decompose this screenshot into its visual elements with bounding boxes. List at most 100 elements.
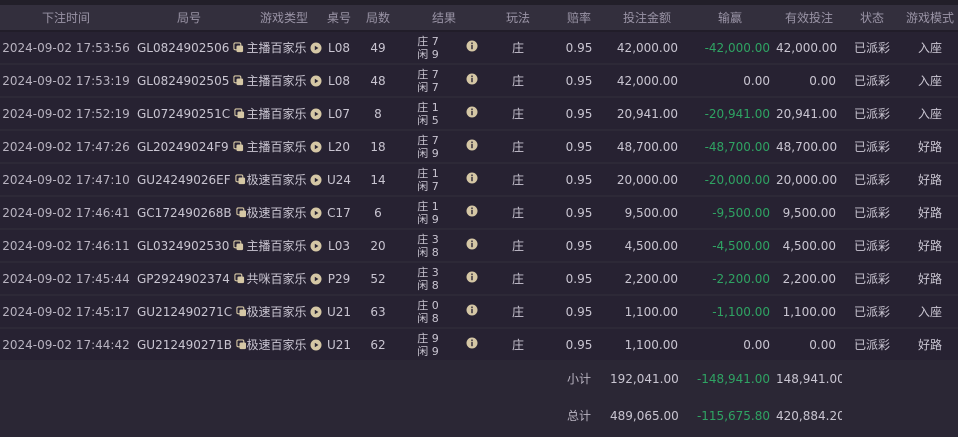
game-type: 极速百家乐 [246,338,307,352]
info-icon[interactable] [466,205,478,217]
game-type-cell: 共咪百家乐 [246,270,322,287]
copy-icon[interactable] [232,141,244,152]
header-odds: 赔率 [566,11,591,25]
table-row: 2024-09-02 17:46:11 GL0324902530 主播百家乐 L… [0,230,958,261]
play-icon[interactable] [310,339,322,351]
info-icon[interactable] [466,106,478,118]
game-mode: 好路 [917,206,942,220]
result-info-cell [456,73,488,88]
result: 庄 0 闲 8 [400,299,456,325]
info-icon[interactable] [466,40,478,52]
play-icon[interactable] [310,42,322,54]
table-row: 2024-09-02 17:52:19 GL072490251C 主播百家乐 L… [0,98,958,129]
copy-icon[interactable] [233,42,244,53]
game-id-cell: GU212490271C [132,305,246,319]
play-icon[interactable] [310,141,322,153]
bet-amount: 9,500.00 [624,205,678,220]
table-no: L08 [328,40,350,55]
round-no: 18 [370,139,386,154]
game-type-cell: 主播百家乐 [246,105,322,122]
copy-icon[interactable] [235,174,246,185]
game-type-cell: 主播百家乐 [246,237,322,254]
info-icon[interactable] [466,139,478,151]
bet-time: 2024-09-02 17:53:19 [2,73,130,88]
round-no: 48 [370,73,386,88]
top-strip [0,0,958,5]
play-icon[interactable] [310,108,322,120]
odds: 0.95 [565,40,593,55]
game-type-cell: 主播百家乐 [246,72,322,89]
play-icon[interactable] [310,174,322,186]
status: 已派彩 [853,305,890,319]
round-no: 62 [370,337,386,352]
game-type: 主播百家乐 [246,107,307,121]
info-icon[interactable] [466,271,478,283]
bet-amount: 20,941.00 [616,106,678,121]
win-loss: -48,700.00 [704,139,770,154]
copy-icon[interactable] [236,339,246,350]
copy-icon[interactable] [233,75,244,86]
info-icon[interactable] [466,337,478,349]
table-no: L20 [328,139,350,154]
copy-icon[interactable] [234,273,245,284]
odds: 0.95 [565,106,593,121]
info-icon[interactable] [466,238,478,250]
game-mode: 好路 [917,272,942,286]
result-player: 闲 9 [417,146,439,160]
result-info-cell [456,205,488,220]
play-icon[interactable] [310,306,322,318]
game-type: 极速百家乐 [246,305,307,319]
bet-amount: 1,100.00 [624,337,678,352]
odds: 0.95 [565,337,593,352]
status: 已派彩 [853,107,890,121]
result-player: 闲 9 [417,47,439,61]
copy-icon[interactable] [235,207,246,218]
header-game-type: 游戏类型 [259,11,308,25]
bet-time: 2024-09-02 17:47:26 [2,139,130,154]
game-mode: 好路 [917,338,942,352]
game-mode: 入座 [917,74,942,88]
subtotal-valid-bet: 148,941.00 [776,371,842,386]
copy-icon[interactable] [233,240,244,251]
valid-bet: 42,000.00 [776,40,838,55]
bet-time: 2024-09-02 17:47:10 [2,172,130,187]
copy-icon[interactable] [236,306,246,317]
header-play-type: 玩法 [505,11,530,25]
game-mode: 好路 [917,239,942,253]
info-icon[interactable] [466,172,478,184]
result: 庄 3 闲 8 [400,266,456,292]
table-no: U24 [326,172,352,187]
bet-time: 2024-09-02 17:46:11 [2,238,130,253]
play-type: 庄 [511,41,524,55]
play-icon[interactable] [310,240,322,252]
table-no: L07 [328,106,350,121]
info-icon[interactable] [466,73,478,85]
result-player: 闲 8 [417,278,439,292]
odds: 0.95 [565,172,593,187]
table-row: 2024-09-02 17:45:44 GP2924902374 共咪百家乐 P… [0,263,958,294]
header-result: 结果 [431,11,456,25]
valid-bet: 1,100.00 [782,304,836,319]
total-win-loss: -115,675.80 [696,408,770,423]
result-player: 闲 9 [417,212,439,226]
game-type: 主播百家乐 [246,41,307,55]
result: 庄 7 闲 9 [400,35,456,61]
play-icon[interactable] [310,75,322,87]
round-no: 52 [370,271,386,286]
table-no: L08 [328,73,350,88]
header-win-loss: 输赢 [717,11,742,25]
table-no: C17 [327,205,351,220]
result-banker: 庄 1 [417,199,439,213]
copy-icon[interactable] [234,108,245,119]
play-icon[interactable] [310,207,322,219]
round-no: 49 [370,40,386,55]
info-icon[interactable] [466,304,478,316]
result: 庄 7 闲 7 [400,68,456,94]
bet-time: 2024-09-02 17:45:17 [2,304,130,319]
odds: 0.95 [565,205,593,220]
game-mode: 入座 [917,41,942,55]
play-icon[interactable] [310,273,322,285]
round-no: 20 [370,238,386,253]
odds: 0.95 [565,238,593,253]
